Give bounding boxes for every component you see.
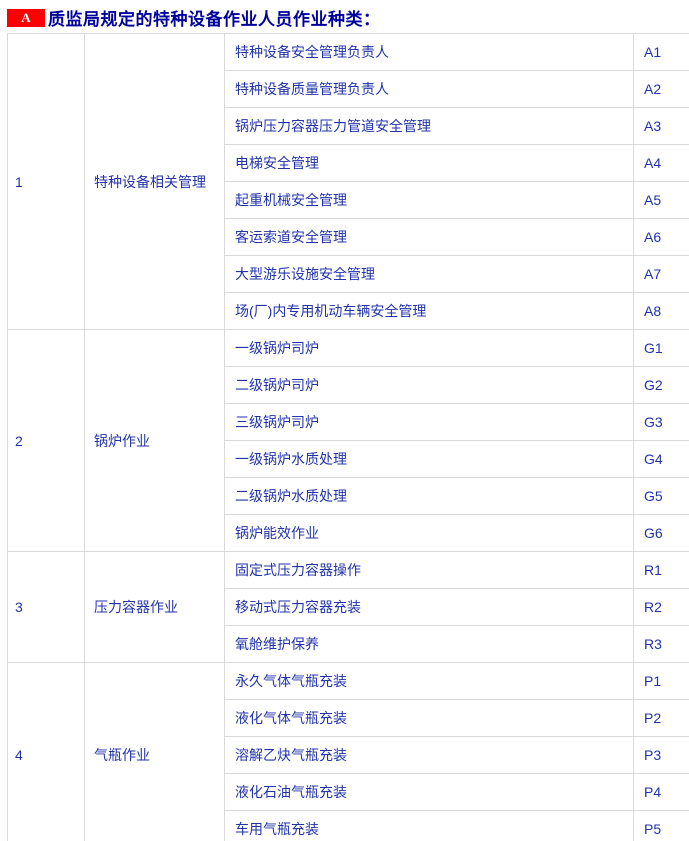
group-number-cell: 3 <box>7 551 85 663</box>
group-number-cell: 4 <box>7 662 85 841</box>
group-category-cell: 特种设备相关管理 <box>84 33 225 330</box>
job-code-cell: G5 <box>633 477 689 515</box>
job-code-cell: A3 <box>633 107 689 145</box>
job-name-cell: 一级锅炉水质处理 <box>224 440 634 478</box>
job-name-cell: 二级锅炉水质处理 <box>224 477 634 515</box>
page-title: 质监局规定的特种设备作业人员作业种类： <box>48 10 381 29</box>
job-code-cell: A2 <box>633 70 689 108</box>
job-code-cell: P4 <box>633 773 689 811</box>
job-code-cell: A6 <box>633 218 689 256</box>
table-row: 特种设备质量管理负责人 A2 <box>8 70 689 108</box>
table-row: 液化气体气瓶充装 P2 <box>8 699 689 737</box>
job-name-cell: 二级锅炉司炉 <box>224 366 634 404</box>
job-name-cell: 客运索道安全管理 <box>224 218 634 256</box>
job-code-cell: P2 <box>633 699 689 737</box>
table-row: 场(厂)内专用机动车辆安全管理 A8 <box>8 292 689 330</box>
job-name-cell: 锅炉压力容器压力管道安全管理 <box>224 107 634 145</box>
job-code-cell: G6 <box>633 514 689 552</box>
group-category-cell: 压力容器作业 <box>84 551 225 663</box>
group-number-cell: 1 <box>7 33 85 330</box>
job-name-cell: 特种设备安全管理负责人 <box>224 33 634 71</box>
job-code-cell: G2 <box>633 366 689 404</box>
table-row: 2 锅炉作业 一级锅炉司炉 G1 <box>7 329 689 552</box>
table-row: 电梯安全管理 A4 <box>8 144 689 182</box>
group-category-cell: 锅炉作业 <box>84 329 225 552</box>
job-code-cell: R2 <box>633 588 689 626</box>
job-name-cell: 车用气瓶充装 <box>224 810 634 841</box>
table-row: 起重机械安全管理 A5 <box>8 181 689 219</box>
job-code-cell: A8 <box>633 292 689 330</box>
job-name-cell: 液化石油气瓶充装 <box>224 773 634 811</box>
table-row: 1 特种设备相关管理 特种设备安全管理负责人 A1 <box>7 33 689 330</box>
job-categories-table: 1 特种设备相关管理 特种设备安全管理负责人 A1 特种设备质量管理负责人 A2 锅炉压力容… <box>7 33 689 841</box>
job-categories-table-body: 1 特种设备相关管理 特种设备安全管理负责人 A1 特种设备质量管理负责人 A2 锅炉压力容… <box>7 33 689 841</box>
job-name-cell: 特种设备质量管理负责人 <box>224 70 634 108</box>
job-name-cell: 三级锅炉司炉 <box>224 403 634 441</box>
job-name-cell: 溶解乙炔气瓶充装 <box>224 736 634 774</box>
table-row: 3 压力容器作业 固定式压力容器操作 R1 <box>7 551 689 663</box>
job-code-cell: A1 <box>633 33 689 71</box>
job-name-cell: 液化气体气瓶充装 <box>224 699 634 737</box>
job-name-cell: 移动式压力容器充装 <box>224 588 634 626</box>
table-row: 二级锅炉司炉 G2 <box>8 366 689 404</box>
job-name-cell: 永久气体气瓶充装 <box>224 662 634 700</box>
job-code-cell: G4 <box>633 440 689 478</box>
job-code-cell: R3 <box>633 625 689 663</box>
table-row: 一级锅炉水质处理 G4 <box>8 440 689 478</box>
job-code-cell: A5 <box>633 181 689 219</box>
job-code-cell: R1 <box>633 551 689 589</box>
job-name-cell: 一级锅炉司炉 <box>224 329 634 367</box>
job-code-cell: A7 <box>633 255 689 293</box>
job-code-cell: A4 <box>633 144 689 182</box>
job-name-cell: 场(厂)内专用机动车辆安全管理 <box>224 292 634 330</box>
job-code-cell: P5 <box>633 810 689 841</box>
job-name-cell: 大型游乐设施安全管理 <box>224 255 634 293</box>
job-name-cell: 氧舱维护保养 <box>224 625 634 663</box>
job-code-cell: P1 <box>633 662 689 700</box>
job-name-cell: 电梯安全管理 <box>224 144 634 182</box>
table-row: 4 气瓶作业 永久气体气瓶充装 P1 <box>7 662 689 841</box>
job-name-cell: 起重机械安全管理 <box>224 181 634 219</box>
table-row: 车用气瓶充装 P5 <box>8 810 689 841</box>
job-name-cell: 固定式压力容器操作 <box>224 551 634 589</box>
table-row: 三级锅炉司炉 G3 <box>8 403 689 441</box>
table-row: 溶解乙炔气瓶充装 P3 <box>8 736 689 774</box>
table-row: 大型游乐设施安全管理 A7 <box>8 255 689 293</box>
job-code-cell: G1 <box>633 329 689 367</box>
group-number-cell: 2 <box>7 329 85 552</box>
section-header: A 质监局规定的特种设备作业人员作业种类： <box>7 6 689 29</box>
job-name-cell: 锅炉能效作业 <box>224 514 634 552</box>
section-badge: A <box>7 8 45 27</box>
job-code-cell: P3 <box>633 736 689 774</box>
group-category-cell: 气瓶作业 <box>84 662 225 841</box>
job-code-cell: G3 <box>633 403 689 441</box>
